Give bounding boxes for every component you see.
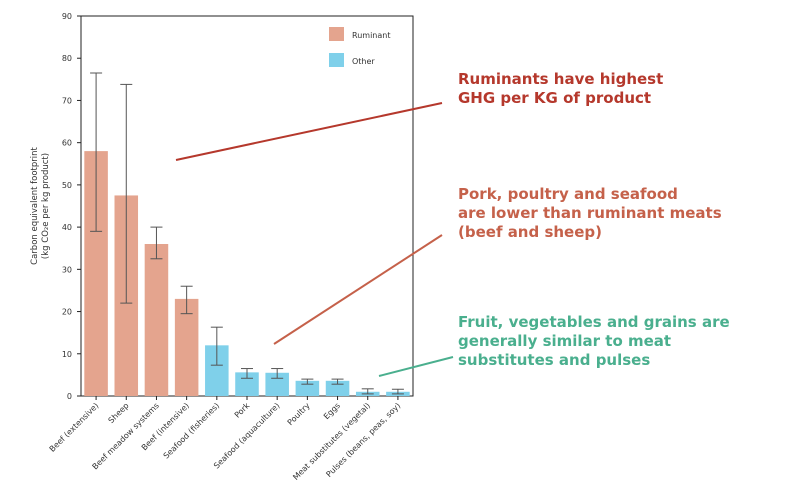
bar xyxy=(84,151,108,396)
bar xyxy=(205,345,229,396)
error-bar xyxy=(120,83,133,304)
legend: Ruminant Other xyxy=(329,27,390,67)
x-tick-label: Sheep xyxy=(107,401,131,425)
x-tick-label: Eggs xyxy=(322,401,342,421)
annotation-fruit-vegetables-grains: Fruit, vegetables and grains are generall… xyxy=(458,313,788,370)
connector-ruminants xyxy=(175,102,443,161)
error-bars xyxy=(90,72,404,395)
annotation-line: Pork, poultry and seafood xyxy=(458,185,678,203)
connector-fruit-vegetables xyxy=(378,356,454,377)
annotation-line: Ruminants have highest xyxy=(458,70,664,88)
error-bar xyxy=(361,388,374,395)
annotation-pork-poultry-seafood: Pork, poultry and seafood are lower than … xyxy=(458,185,788,242)
y-axis-title-line1: Carbon equivalent footprint xyxy=(30,147,40,265)
error-bar xyxy=(241,368,253,379)
bar xyxy=(144,244,169,396)
x-tick-label: Pork xyxy=(233,401,252,420)
y-tick-label: 90 xyxy=(62,12,72,21)
annotation-line: substitutes and pulses xyxy=(458,351,651,369)
y-tick-label: 0 xyxy=(67,392,72,401)
connector-pork-poultry-seafood xyxy=(273,234,443,345)
y-axis-title-line2: (kg CO₂e per kg product) xyxy=(41,153,51,259)
y-tick-label: 80 xyxy=(62,54,72,63)
y-tick-label: 30 xyxy=(62,265,72,274)
error-bar xyxy=(90,72,103,232)
x-tick-label: Beef (extensive) xyxy=(48,401,101,454)
error-bar xyxy=(391,388,404,395)
y-tick-label: 50 xyxy=(62,181,72,190)
error-bar xyxy=(210,326,223,366)
x-tick-label: Poultry xyxy=(286,401,312,427)
y-tick-label: 10 xyxy=(62,350,72,359)
annotation-connectors xyxy=(175,102,454,377)
y-axis: 0 10 20 30 40 50 60 70 80 90 xyxy=(62,12,81,401)
error-bar xyxy=(271,368,284,379)
y-tick-label: 60 xyxy=(62,139,72,148)
error-bar xyxy=(150,226,163,260)
y-tick-label: 20 xyxy=(62,308,72,317)
legend-swatch-ruminant xyxy=(329,27,344,41)
annotation-line: GHG per KG of product xyxy=(458,89,652,107)
legend-label-other: Other xyxy=(352,57,375,66)
error-bar xyxy=(331,378,344,385)
annotation-line: generally similar to meat xyxy=(458,332,672,350)
error-bar xyxy=(180,285,193,315)
legend-label-ruminant: Ruminant xyxy=(352,31,390,40)
y-axis-title: Carbon equivalent footprint (kg CO₂e per… xyxy=(30,147,51,265)
bars xyxy=(84,151,410,396)
bar xyxy=(174,298,199,396)
error-bar xyxy=(301,378,314,385)
x-tick-label: Seafood (fisheries) xyxy=(162,401,222,461)
y-tick-label: 40 xyxy=(62,223,72,232)
legend-swatch-other xyxy=(329,53,344,67)
y-tick-label: 70 xyxy=(62,96,72,105)
annotation-line: Fruit, vegetables and grains are xyxy=(458,313,730,331)
annotation-ruminants: Ruminants have highest GHG per KG of prod… xyxy=(458,70,758,108)
annotation-line: (beef and sheep) xyxy=(458,223,602,241)
annotation-line: are lower than ruminant meats xyxy=(458,204,722,222)
